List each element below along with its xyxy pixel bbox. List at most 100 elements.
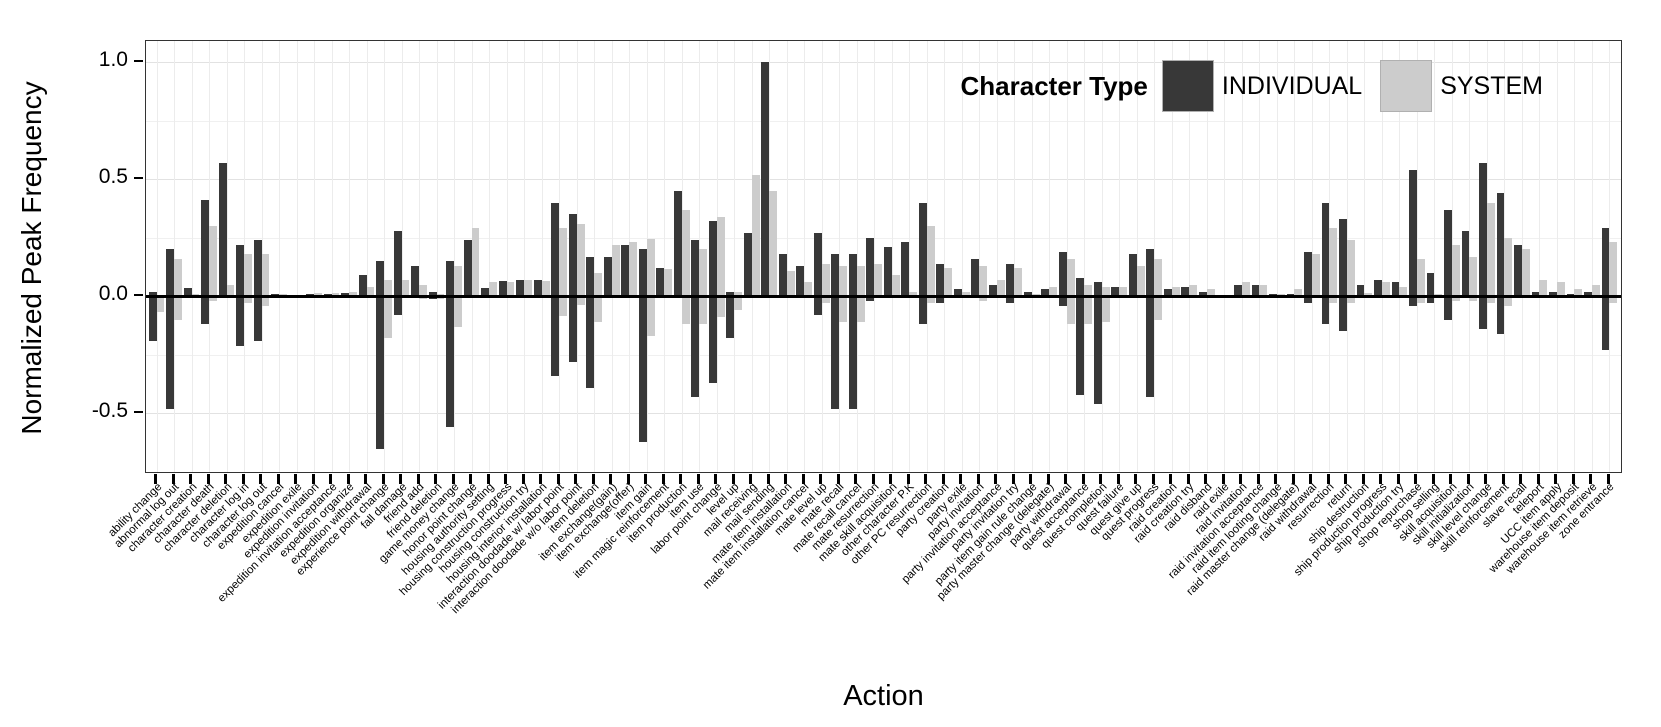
bar-system: [1119, 286, 1128, 297]
bar-individual: [1531, 291, 1540, 297]
bar-individual: [778, 254, 787, 297]
x-tick: [1134, 474, 1138, 484]
y-tick: [134, 293, 143, 296]
x-tick: [574, 474, 578, 484]
x-tick: [241, 474, 245, 484]
zero-line: [146, 294, 1621, 298]
bar-system: [1084, 284, 1093, 325]
bar-individual: [656, 268, 665, 297]
x-tick: [1256, 474, 1260, 484]
x-tick: [434, 474, 438, 484]
bar-system: [244, 254, 252, 304]
bar-system: [1609, 242, 1618, 304]
bar-system: [261, 254, 270, 306]
bar-individual: [1023, 291, 1032, 297]
gridline-vertical: [839, 41, 841, 472]
x-tick: [364, 474, 368, 484]
legend-swatch-system: [1380, 60, 1433, 112]
gridline-vertical: [1084, 41, 1086, 472]
gridline-vertical: [419, 41, 421, 472]
gridline-vertical: [961, 41, 963, 472]
x-tick: [1081, 474, 1085, 484]
gridline-vertical: [1014, 41, 1016, 472]
x-tick: [1466, 474, 1470, 484]
gridline-vertical: [1101, 41, 1103, 472]
gridline-vertical: [384, 41, 386, 472]
x-tick: [1361, 474, 1365, 484]
bar-individual: [866, 237, 875, 301]
gridline-minor: [146, 237, 1621, 239]
legend-label-individual: INDIVIDUAL: [1221, 71, 1363, 100]
x-tick: [399, 474, 403, 484]
bar-individual: [358, 275, 367, 297]
bar-individual: [201, 200, 210, 325]
x-tick: [1414, 474, 1418, 484]
bar-individual: [148, 291, 157, 341]
y-tick: [134, 60, 143, 63]
x-tick: [1536, 474, 1540, 484]
bar-system: [1259, 284, 1268, 297]
bar-system: [506, 282, 515, 297]
bar-individual: [743, 233, 752, 297]
gridline-vertical: [1066, 41, 1068, 472]
x-tick: [801, 474, 805, 484]
bar-individual: [446, 261, 455, 428]
bar-individual: [1093, 282, 1102, 405]
x-tick: [1151, 474, 1155, 484]
bar-system: [524, 279, 532, 297]
bar-individual: [376, 261, 385, 449]
bar-individual: [603, 256, 612, 297]
gridline-vertical: [734, 41, 736, 472]
gridline-vertical: [664, 41, 666, 472]
gridline-vertical: [1171, 41, 1173, 472]
x-tick: [381, 474, 385, 484]
x-tick: [906, 474, 910, 484]
bar-system: [1066, 258, 1075, 325]
bar-individual: [1128, 254, 1137, 297]
gridline-minor: [146, 120, 1621, 122]
gridline-vertical: [279, 41, 281, 472]
x-tick: [504, 474, 508, 484]
bar-system: [769, 190, 778, 297]
bar-system: [1101, 286, 1110, 323]
x-tick: [661, 474, 665, 484]
bar-system: [1329, 228, 1338, 304]
bar-individual: [551, 202, 560, 376]
gridline-major: [146, 413, 1621, 415]
x-tick: [976, 474, 980, 484]
x-tick: [1309, 474, 1313, 484]
bar-individual: [1461, 230, 1470, 297]
bar-system: [1451, 244, 1460, 301]
bar-system: [576, 223, 585, 305]
bar-individual: [166, 249, 174, 409]
y-tick: [134, 176, 143, 179]
bar-individual: [1339, 219, 1347, 332]
x-tick: [1519, 474, 1523, 484]
bar-individual: [1251, 284, 1260, 297]
x-tick: [609, 474, 613, 484]
gridline-vertical: [366, 41, 368, 472]
x-tick: [1571, 474, 1575, 484]
gridline-vertical: [1591, 41, 1593, 472]
bar-system: [1381, 282, 1390, 297]
gridline-vertical: [874, 41, 876, 472]
x-tick: [1379, 474, 1383, 484]
x-tick: [329, 474, 333, 484]
bar-individual: [393, 230, 402, 316]
x-tick: [1291, 474, 1295, 484]
bar-individual: [1444, 209, 1452, 320]
bar-individual: [1374, 279, 1382, 297]
bar-system: [1364, 292, 1373, 297]
legend-title: Character Type: [960, 70, 1148, 101]
x-tick: [591, 474, 595, 484]
x-tick: [294, 474, 298, 484]
x-tick: [784, 474, 788, 484]
bar-individual: [638, 249, 647, 442]
x-tick: [521, 474, 525, 484]
bar-individual: [498, 281, 507, 297]
bar-individual: [1356, 284, 1365, 297]
gridline-vertical: [1259, 41, 1261, 472]
gridline-vertical: [1294, 41, 1296, 472]
bar-system: [1591, 284, 1600, 297]
